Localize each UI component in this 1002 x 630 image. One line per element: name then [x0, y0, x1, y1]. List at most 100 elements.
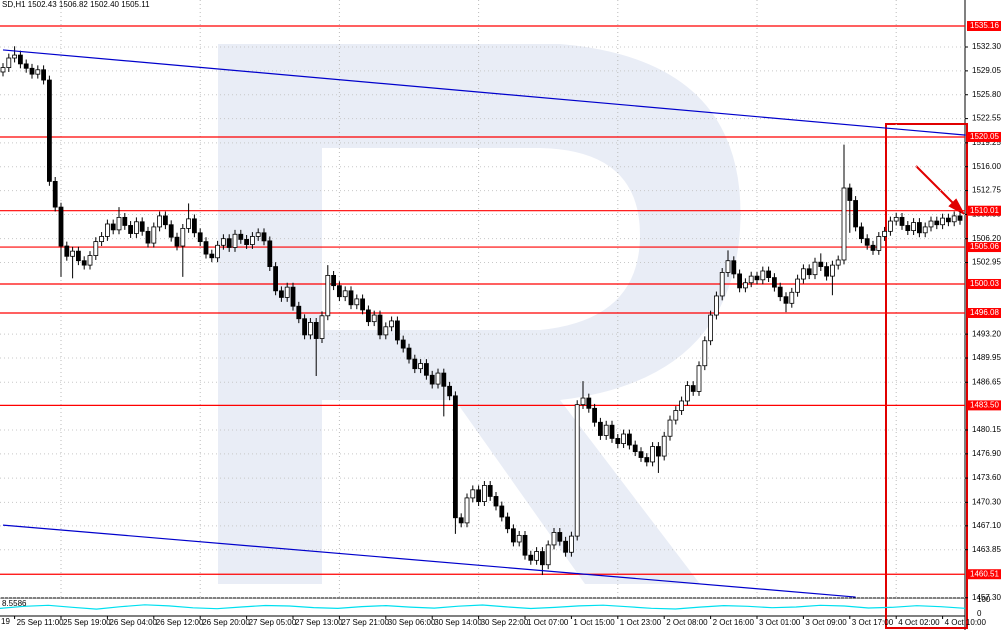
candle-body — [168, 224, 174, 238]
candle-body — [191, 218, 197, 234]
candle-body — [731, 260, 737, 275]
x-tick-label: 27 Sep 13:00 — [295, 618, 343, 627]
candle-body — [383, 326, 389, 336]
candle-body — [296, 305, 302, 320]
candle-body — [464, 497, 470, 524]
candle-body — [81, 260, 87, 266]
candle-body — [331, 274, 337, 287]
candle-body — [795, 278, 800, 293]
candle-body — [928, 220, 934, 228]
candle-body — [708, 314, 713, 342]
candle-body — [139, 221, 145, 232]
candle-body — [673, 410, 679, 421]
candle-body — [592, 407, 597, 423]
candle-body — [87, 255, 93, 266]
candle-body — [470, 489, 476, 499]
candle-body — [888, 220, 893, 232]
candle-body — [220, 238, 226, 246]
candle-body — [487, 485, 493, 497]
candle-body — [249, 236, 255, 245]
candle-body — [870, 244, 876, 251]
candle-body — [180, 227, 186, 247]
candle-body — [157, 215, 163, 228]
candle-body — [273, 266, 279, 292]
candle-body — [783, 296, 789, 304]
candle-body — [679, 400, 684, 411]
candle-body — [371, 314, 377, 323]
y-tick-label: 1467.10 — [972, 521, 1001, 530]
candle-body — [116, 216, 122, 231]
candle-body — [621, 433, 626, 444]
candle-body — [905, 225, 911, 231]
candle-body — [627, 433, 632, 446]
x-tick-label: 4 Oct 02:00 — [898, 618, 940, 627]
x-tick-label: 3 Oct 17:00 — [852, 618, 894, 627]
candle-body — [743, 282, 748, 289]
indicator-line — [0, 604, 966, 610]
candle-body — [284, 286, 290, 298]
candle-body — [209, 253, 215, 259]
candle-body — [737, 273, 742, 289]
candle-body — [859, 226, 864, 240]
candle-body — [516, 534, 522, 543]
candle-body — [174, 236, 180, 247]
candle-body — [812, 261, 818, 276]
candle-body — [186, 218, 192, 229]
candle-body — [534, 551, 539, 561]
candle-body — [389, 320, 395, 328]
candle-body — [325, 274, 331, 317]
trendline — [2, 49, 966, 136]
candle-body — [806, 268, 812, 276]
y-tick-label: 1489.95 — [972, 353, 1001, 362]
candle-body — [244, 239, 250, 245]
candle-body — [934, 220, 940, 226]
candle-body — [609, 424, 615, 439]
level-label-box — [967, 278, 1001, 289]
candle-body — [203, 241, 209, 255]
candle-body — [12, 54, 18, 59]
y-tick-label: 1532.30 — [972, 42, 1001, 51]
candle-body — [864, 238, 870, 246]
y-tick-label: 1529.05 — [972, 66, 1001, 75]
candle-body — [911, 222, 916, 231]
candle-body — [603, 424, 609, 436]
candle-body — [824, 266, 829, 277]
y-tick-label: 1502.95 — [972, 258, 1001, 267]
y-tick-label: 1470.30 — [972, 497, 1001, 506]
indicator-tick-label: 100 — [977, 595, 991, 604]
candle-body — [47, 79, 52, 182]
candle-body — [569, 535, 574, 553]
candle-body — [41, 69, 46, 81]
candle-body — [893, 216, 899, 222]
candle-body — [313, 321, 319, 339]
candle-body — [766, 270, 771, 279]
candle-body — [17, 54, 23, 65]
y-tick-label: 1486.65 — [972, 377, 1001, 386]
candle-body — [58, 206, 64, 247]
y-tick-label: 1519.25 — [972, 138, 1001, 147]
candle-body — [336, 285, 342, 298]
candle-body — [441, 372, 447, 387]
candle-body — [267, 240, 273, 267]
level-label-box — [967, 569, 1001, 580]
y-tick-label: 1493.20 — [972, 329, 1001, 338]
candle-body — [586, 397, 592, 409]
candle-body — [551, 532, 557, 546]
candle-body — [690, 385, 696, 392]
candle-body — [876, 236, 882, 251]
candle-body — [290, 286, 296, 307]
x-tick-label: 26 Sep 20:00 — [202, 618, 250, 627]
candle-body — [145, 230, 151, 244]
candle-body — [35, 69, 41, 75]
y-tick-label: 1463.85 — [972, 545, 1001, 554]
candle-body — [423, 363, 429, 376]
candle-body — [696, 365, 702, 392]
candle-body — [64, 245, 70, 257]
candle-body — [342, 290, 348, 298]
x-tick-label: 26 Sep 12:00 — [156, 618, 204, 627]
candle-body — [418, 363, 424, 370]
candle-body — [400, 339, 406, 349]
candle-body — [835, 259, 841, 266]
clipped-label: 19 — [1, 617, 10, 626]
candle-body — [760, 270, 766, 281]
